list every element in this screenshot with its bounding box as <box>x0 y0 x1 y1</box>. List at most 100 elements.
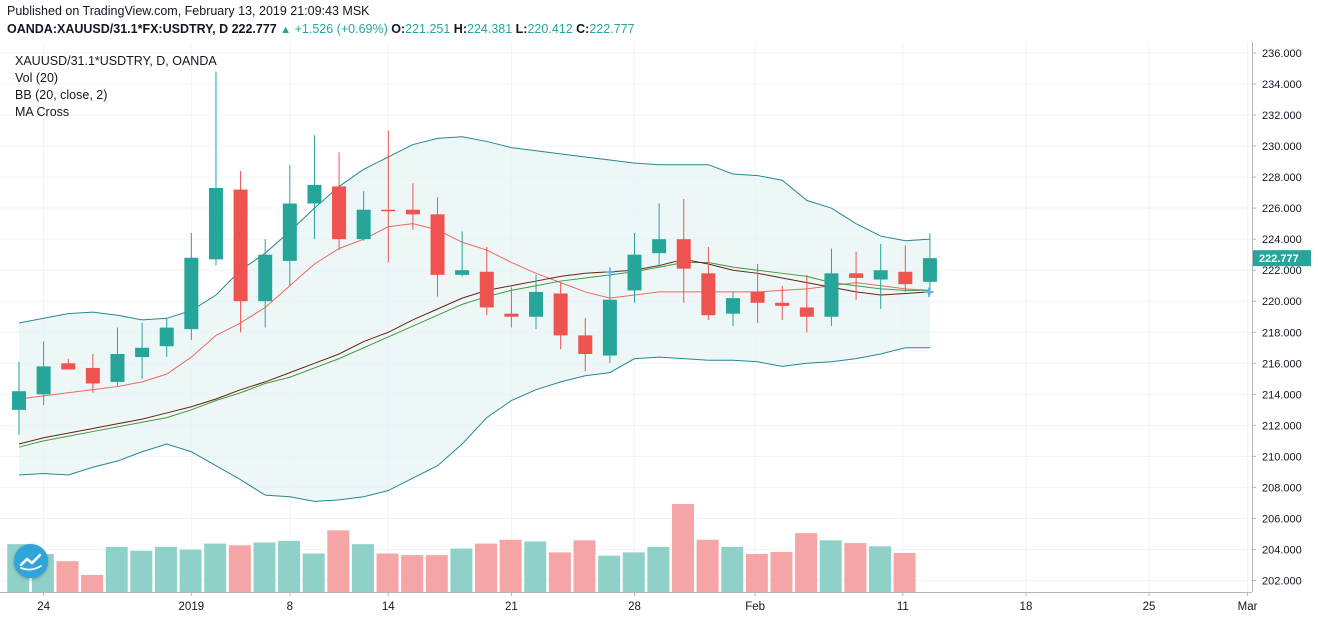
volume-bar <box>573 540 596 592</box>
y-tick-label: 236.000 <box>1262 48 1302 60</box>
volume-bar <box>130 550 153 592</box>
legend-series-title[interactable]: XAUUSD/31.1*USDTRY, D, OANDA <box>15 54 217 68</box>
tradingview-logo-icon[interactable] <box>14 544 48 578</box>
x-tick-label: 25 <box>1143 601 1156 613</box>
volume-bar <box>721 546 744 592</box>
legend-ma-cross[interactable]: MA Cross <box>15 105 70 119</box>
indicator-legend: XAUUSD/31.1*USDTRY, D, OANDA Vol (20) BB… <box>15 53 217 121</box>
volume-bar <box>327 530 350 592</box>
volume-bar <box>770 551 793 592</box>
y-tick-label: 228.000 <box>1262 172 1302 184</box>
cross-marker-icon: + <box>923 283 936 301</box>
candle-body <box>356 209 371 240</box>
candle-body <box>898 271 913 285</box>
y-tick-label: 222.000 <box>1262 265 1302 277</box>
volume-bar <box>598 555 621 592</box>
y-tick-label: 224.000 <box>1262 234 1302 246</box>
candle-body <box>627 254 642 291</box>
candle-body <box>529 291 544 317</box>
x-tick-label: 28 <box>628 601 641 613</box>
cross-marker-icon: + <box>604 263 617 281</box>
x-tick-label: 21 <box>505 601 518 613</box>
volume-bar <box>450 548 473 592</box>
volume-bar <box>253 542 276 592</box>
volume-bar <box>745 554 768 592</box>
open-label: O: <box>391 22 406 36</box>
x-tick-label: 2019 <box>179 601 205 613</box>
volume-bar <box>647 546 670 592</box>
candle-body <box>455 270 470 275</box>
close-label: C: <box>576 22 590 36</box>
candle-body <box>504 313 519 317</box>
ma-fast-line <box>18 258 930 445</box>
volume-bar <box>475 543 498 592</box>
y-tick-label: 234.000 <box>1262 79 1302 91</box>
last-price-label: 222.777 <box>1259 253 1299 265</box>
volume-bar <box>548 552 571 592</box>
candle-body <box>135 347 150 358</box>
high-value: 224.381 <box>467 22 513 36</box>
volume-bar <box>819 540 842 592</box>
volume-bar <box>376 553 399 592</box>
low-label: L: <box>515 22 528 36</box>
candle-body <box>602 299 617 356</box>
last-price-tag <box>1253 250 1311 267</box>
y-tick-label: 230.000 <box>1262 141 1302 153</box>
y-tick-label: 210.000 <box>1262 451 1302 463</box>
volume-bar <box>868 546 891 592</box>
published-line: Published on TradingView.com, February 1… <box>7 4 370 18</box>
candle-body <box>405 209 420 215</box>
candle-body <box>775 302 790 306</box>
volume-bar <box>228 545 251 592</box>
candle-body <box>479 271 494 308</box>
bb-basis-line <box>18 223 930 400</box>
x-tick-label: Mar <box>1238 601 1258 613</box>
volume-bar <box>671 504 694 592</box>
y-tick-label: 206.000 <box>1262 513 1302 525</box>
volume-bar <box>105 546 128 592</box>
y-tick-label: 216.000 <box>1262 358 1302 370</box>
candle-body <box>332 186 347 240</box>
candle-body <box>36 366 51 395</box>
y-tick-label: 214.000 <box>1262 389 1302 401</box>
x-tick-label: 18 <box>1020 601 1033 613</box>
legend-bollinger[interactable]: BB (20, close, 2) <box>15 88 108 102</box>
x-tick-label: 11 <box>897 601 909 613</box>
candle-body <box>12 391 26 410</box>
volume-bar <box>302 553 325 592</box>
bb-upper-line <box>18 136 930 324</box>
y-tick-label: 220.000 <box>1262 296 1302 308</box>
volume-bar <box>425 555 448 592</box>
tradingview-logo-glyph <box>19 553 42 571</box>
candle-body <box>381 209 396 212</box>
candle-body <box>208 187 223 260</box>
volume-bar <box>56 561 79 592</box>
candle-body <box>85 367 100 384</box>
volume-bar <box>499 539 522 592</box>
candle-body <box>184 257 199 330</box>
y-tick-label: 204.000 <box>1262 544 1302 556</box>
candle-body <box>652 239 667 254</box>
symbol-name: OANDA:XAUUSD/31.1*FX:USDTRY, D <box>7 22 229 36</box>
volume-bar <box>278 540 301 592</box>
x-tick-label: 8 <box>287 601 293 613</box>
volume-bar <box>893 552 916 592</box>
volume-bar <box>204 543 227 592</box>
candle-body <box>258 254 273 302</box>
candle-body <box>430 214 445 275</box>
candlesticks <box>12 71 937 435</box>
candle-body <box>873 270 888 280</box>
legend-volume[interactable]: Vol (20) <box>15 71 59 85</box>
price-change: +1.526 (+0.69%) <box>294 22 388 36</box>
candle-body <box>922 258 937 282</box>
price-axis[interactable]: 236.000 234.000 232.000 230.000 228.000 226.0… <box>1252 48 1311 588</box>
bb-lower-line <box>18 347 930 502</box>
y-tick-label: 212.000 <box>1262 420 1302 432</box>
open-value: 221.251 <box>405 22 451 36</box>
up-arrow-icon: ▲ <box>280 24 292 36</box>
candle-body <box>233 189 248 302</box>
time-axis[interactable]: 24 2019 8 14 21 28 Feb 11 18 25 Mar <box>37 592 1258 613</box>
candle-body <box>110 353 125 382</box>
ma-slow-line <box>18 261 930 448</box>
